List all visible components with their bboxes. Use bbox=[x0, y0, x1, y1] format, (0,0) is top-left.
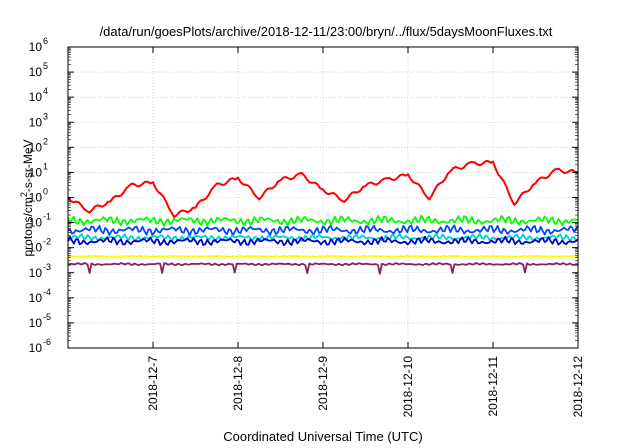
y-axis-label: protons/cm2-s-sr-MeV bbox=[19, 139, 35, 256]
y-tick-label: 10 bbox=[29, 266, 43, 280]
y-tick-label: 10 bbox=[29, 165, 43, 179]
x-tick-label: 2018-12-12 bbox=[571, 356, 585, 418]
y-tick-label: 10 bbox=[29, 316, 43, 330]
y-tick-label: 10 bbox=[29, 241, 43, 255]
y-tick-label: 10 bbox=[29, 140, 43, 154]
series-line-1 bbox=[67, 214, 579, 227]
y-tick-label: 10 bbox=[29, 115, 43, 129]
y-tick-exponent: 5 bbox=[43, 61, 48, 71]
y-tick-exponent: 0 bbox=[43, 187, 48, 197]
x-tick-label: 2018-12-9 bbox=[316, 356, 330, 411]
y-tick-exponent: 3 bbox=[43, 111, 48, 121]
y-tick-exponent: -5 bbox=[43, 312, 51, 322]
chart-title: /data/run/goesPlots/archive/2018-12-11/2… bbox=[100, 24, 553, 39]
y-tick-exponent: 6 bbox=[43, 36, 48, 46]
y-tick-label: 10 bbox=[29, 90, 43, 104]
x-tick-label: 2018-12-8 bbox=[231, 356, 245, 411]
x-tick-label: 2018-12-10 bbox=[401, 356, 415, 418]
series-line-2 bbox=[67, 224, 579, 237]
series-line-6 bbox=[67, 262, 579, 275]
y-tick-exponent: -3 bbox=[43, 262, 51, 272]
y-tick-exponent: 4 bbox=[43, 86, 48, 96]
x-axis-label: Coordinated Universal Time (UTC) bbox=[223, 429, 422, 444]
series-line-5 bbox=[67, 254, 579, 258]
grid bbox=[68, 46, 579, 349]
y-tick-label: 10 bbox=[29, 40, 43, 54]
y-tick-exponent: -6 bbox=[43, 337, 51, 347]
x-tick-label: 2018-12-11 bbox=[486, 356, 500, 417]
series-line-0 bbox=[67, 159, 579, 218]
y-tick-exponent: 1 bbox=[43, 161, 48, 171]
y-tick-exponent: -1 bbox=[43, 212, 51, 222]
x-tick-label: 2018-12-7 bbox=[146, 356, 160, 411]
series-lines bbox=[67, 159, 579, 275]
y-tick-label: 10 bbox=[29, 191, 43, 205]
y-tick-label: 10 bbox=[29, 216, 43, 230]
y-tick-exponent: 2 bbox=[43, 136, 48, 146]
y-tick-exponent: -4 bbox=[43, 287, 51, 297]
y-tick-label: 10 bbox=[29, 65, 43, 79]
y-tick-label: 10 bbox=[29, 341, 43, 355]
series-line-3 bbox=[67, 233, 579, 243]
y-tick-label: 10 bbox=[29, 291, 43, 305]
series-line-4 bbox=[67, 235, 579, 247]
x-axis-ticks: 2018-12-7 2018-12-8 2018-12-9 2018-12-10 201… bbox=[146, 47, 585, 417]
y-tick-exponent: -2 bbox=[43, 237, 51, 247]
